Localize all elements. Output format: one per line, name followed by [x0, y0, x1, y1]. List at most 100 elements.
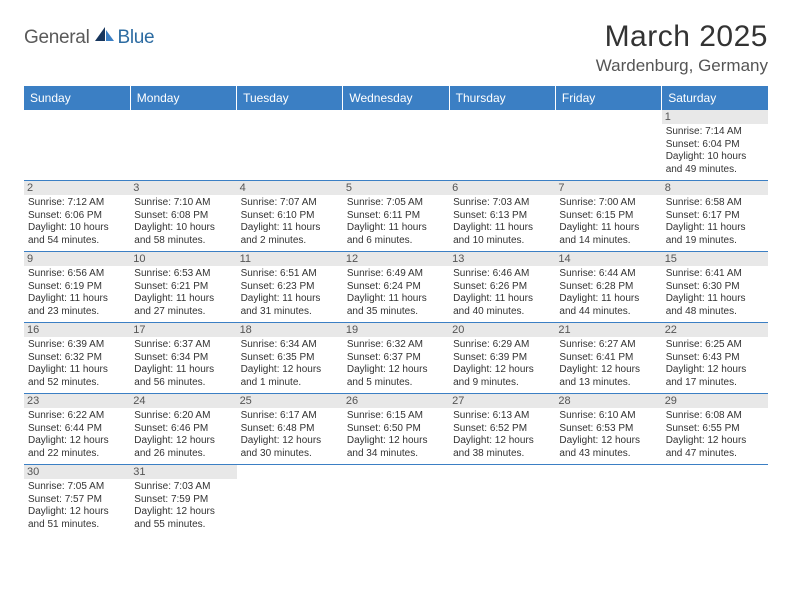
sunrise-line: Sunrise: 7:03 AM	[453, 197, 551, 210]
day-number: 19	[343, 323, 449, 337]
sunrise-line: Sunrise: 6:53 AM	[134, 268, 232, 281]
daylight-line: Daylight: 12 hours and 34 minutes.	[347, 435, 445, 460]
sunset-line: Sunset: 6:13 PM	[453, 210, 551, 223]
calendar-cell: 12Sunrise: 6:49 AMSunset: 6:24 PMDayligh…	[343, 252, 449, 323]
sunset-line: Sunset: 6:30 PM	[666, 281, 764, 294]
sunrise-line: Sunrise: 6:41 AM	[666, 268, 764, 281]
sunset-line: Sunset: 6:32 PM	[28, 352, 126, 365]
calendar-body: 1Sunrise: 7:14 AMSunset: 6:04 PMDaylight…	[24, 110, 768, 535]
calendar-cell: 6Sunrise: 7:03 AMSunset: 6:13 PMDaylight…	[449, 181, 555, 252]
calendar-cell: 1Sunrise: 7:14 AMSunset: 6:04 PMDaylight…	[662, 110, 768, 181]
day-info: Sunrise: 6:51 AMSunset: 6:23 PMDaylight:…	[241, 268, 339, 318]
day-info: Sunrise: 6:39 AMSunset: 6:32 PMDaylight:…	[28, 339, 126, 389]
sunrise-line: Sunrise: 7:05 AM	[347, 197, 445, 210]
day-number: 8	[662, 181, 768, 195]
day-info: Sunrise: 6:56 AMSunset: 6:19 PMDaylight:…	[28, 268, 126, 318]
logo: General Blue	[24, 26, 154, 49]
day-number: 13	[449, 252, 555, 266]
calendar-cell: 30Sunrise: 7:05 AMSunset: 7:57 PMDayligh…	[24, 465, 130, 536]
calendar-cell	[130, 110, 236, 181]
calendar-cell: 27 Sunrise: 6:13 AMSunset: 6:52 PMDayligh…	[449, 394, 555, 465]
sunrise-line: Sunrise: 7:12 AM	[28, 197, 126, 210]
daylight-line: Daylight: 12 hours and 26 minutes.	[134, 435, 232, 460]
calendar-cell: 29Sunrise: 6:08 AMSunset: 6:55 PMDayligh…	[662, 394, 768, 465]
daylight-line: Daylight: 11 hours and 14 minutes.	[559, 222, 657, 247]
sunrise-line: Sunrise: 6:49 AM	[347, 268, 445, 281]
day-info: Sunrise: 6:13 AMSunset: 6:52 PMDaylight:…	[453, 410, 551, 460]
calendar-cell: 17 Sunrise: 6:37 AMSunset: 6:34 PMDayligh…	[130, 323, 236, 394]
day-info: Sunrise: 6:29 AMSunset: 6:39 PMDaylight:…	[453, 339, 551, 389]
daylight-line: Daylight: 11 hours and 19 minutes.	[666, 222, 764, 247]
sunrise-line: Sunrise: 6:37 AM	[134, 339, 232, 352]
calendar-cell: 2Sunrise: 7:12 AMSunset: 6:06 PMDaylight…	[24, 181, 130, 252]
day-number: 21	[555, 323, 661, 337]
day-number: 5	[343, 181, 449, 195]
daylight-line: Daylight: 12 hours and 9 minutes.	[453, 364, 551, 389]
sunset-line: Sunset: 6:04 PM	[666, 139, 764, 152]
calendar-row: 1Sunrise: 7:14 AMSunset: 6:04 PMDaylight…	[24, 110, 768, 181]
calendar-cell: 22Sunrise: 6:25 AMSunset: 6:43 PMDayligh…	[662, 323, 768, 394]
calendar-cell: 5Sunrise: 7:05 AMSunset: 6:11 PMDaylight…	[343, 181, 449, 252]
calendar-row: 9Sunrise: 6:56 AMSunset: 6:19 PMDaylight…	[24, 252, 768, 323]
sunrise-line: Sunrise: 6:34 AM	[241, 339, 339, 352]
calendar-cell: 26 Sunrise: 6:15 AMSunset: 6:50 PMDayligh…	[343, 394, 449, 465]
daylight-line: Daylight: 11 hours and 10 minutes.	[453, 222, 551, 247]
day-info: Sunrise: 6:10 AMSunset: 6:53 PMDaylight:…	[559, 410, 657, 460]
calendar-cell	[555, 110, 661, 181]
day-number: 29	[662, 394, 768, 408]
calendar-cell	[24, 110, 130, 181]
weekday-header: Saturday	[662, 86, 768, 110]
calendar-cell	[449, 465, 555, 536]
sunrise-line: Sunrise: 7:03 AM	[134, 481, 232, 494]
sunrise-line: Sunrise: 6:15 AM	[347, 410, 445, 423]
daylight-line: Daylight: 11 hours and 6 minutes.	[347, 222, 445, 247]
sunset-line: Sunset: 6:28 PM	[559, 281, 657, 294]
day-number: 20	[449, 323, 555, 337]
sunset-line: Sunset: 6:35 PM	[241, 352, 339, 365]
sunrise-line: Sunrise: 6:27 AM	[559, 339, 657, 352]
sunrise-line: Sunrise: 6:13 AM	[453, 410, 551, 423]
daylight-line: Daylight: 12 hours and 30 minutes.	[241, 435, 339, 460]
sunrise-line: Sunrise: 6:10 AM	[559, 410, 657, 423]
day-number: 26	[343, 394, 449, 408]
calendar-cell: 19 Sunrise: 6:32 AMSunset: 6:37 PMDayligh…	[343, 323, 449, 394]
calendar-cell: 9Sunrise: 6:56 AMSunset: 6:19 PMDaylight…	[24, 252, 130, 323]
sunrise-line: Sunrise: 6:39 AM	[28, 339, 126, 352]
calendar-cell: 11Sunrise: 6:51 AMSunset: 6:23 PMDayligh…	[237, 252, 343, 323]
sunset-line: Sunset: 6:08 PM	[134, 210, 232, 223]
day-number: 3	[130, 181, 236, 195]
sunrise-line: Sunrise: 6:17 AM	[241, 410, 339, 423]
day-info: Sunrise: 7:00 AMSunset: 6:15 PMDaylight:…	[559, 197, 657, 247]
calendar-cell	[237, 465, 343, 536]
sunrise-line: Sunrise: 6:29 AM	[453, 339, 551, 352]
sunrise-line: Sunrise: 6:08 AM	[666, 410, 764, 423]
sunset-line: Sunset: 6:17 PM	[666, 210, 764, 223]
calendar-cell: 21Sunrise: 6:27 AMSunset: 6:41 PMDayligh…	[555, 323, 661, 394]
sunset-line: Sunset: 6:24 PM	[347, 281, 445, 294]
daylight-line: Daylight: 11 hours and 56 minutes.	[134, 364, 232, 389]
calendar-row: 30Sunrise: 7:05 AMSunset: 7:57 PMDayligh…	[24, 465, 768, 536]
sunset-line: Sunset: 6:34 PM	[134, 352, 232, 365]
sunrise-line: Sunrise: 7:10 AM	[134, 197, 232, 210]
day-info: Sunrise: 6:32 AMSunset: 6:37 PMDaylight:…	[347, 339, 445, 389]
calendar-cell	[343, 465, 449, 536]
day-number: 12	[343, 252, 449, 266]
daylight-line: Daylight: 12 hours and 22 minutes.	[28, 435, 126, 460]
day-number: 27	[449, 394, 555, 408]
sunset-line: Sunset: 6:52 PM	[453, 423, 551, 436]
day-info: Sunrise: 6:34 AMSunset: 6:35 PMDaylight:…	[241, 339, 339, 389]
calendar-cell: 23Sunrise: 6:22 AMSunset: 6:44 PMDayligh…	[24, 394, 130, 465]
day-number: 17	[130, 323, 236, 337]
logo-text-general: General	[24, 27, 90, 49]
day-info: Sunrise: 6:46 AMSunset: 6:26 PMDaylight:…	[453, 268, 551, 318]
day-info: Sunrise: 6:15 AMSunset: 6:50 PMDaylight:…	[347, 410, 445, 460]
day-number: 18	[237, 323, 343, 337]
calendar-cell: 16Sunrise: 6:39 AMSunset: 6:32 PMDayligh…	[24, 323, 130, 394]
sunrise-line: Sunrise: 7:05 AM	[28, 481, 126, 494]
day-info: Sunrise: 7:12 AMSunset: 6:06 PMDaylight:…	[28, 197, 126, 247]
sunset-line: Sunset: 6:19 PM	[28, 281, 126, 294]
day-info: Sunrise: 6:25 AMSunset: 6:43 PMDaylight:…	[666, 339, 764, 389]
weekday-header: Monday	[130, 86, 236, 110]
daylight-line: Daylight: 12 hours and 43 minutes.	[559, 435, 657, 460]
day-info: Sunrise: 6:22 AMSunset: 6:44 PMDaylight:…	[28, 410, 126, 460]
